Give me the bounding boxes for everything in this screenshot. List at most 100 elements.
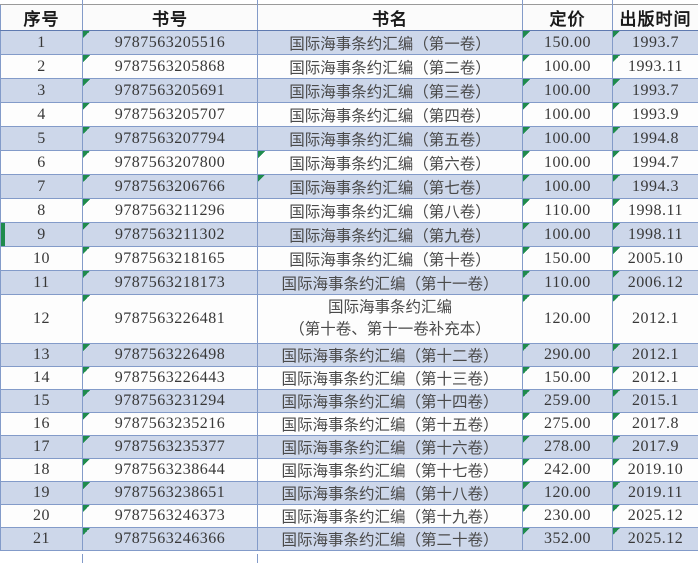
cell-no[interactable]: 20 (0, 504, 83, 528)
cell-isbn[interactable]: 9787563235216 (82, 412, 258, 436)
cell-name[interactable]: 国际海事条约汇编（第十七卷） (257, 458, 523, 482)
cell-price[interactable]: 290.00 (522, 343, 613, 367)
cell-price[interactable]: 120.00 (522, 294, 613, 344)
cell-price[interactable]: 100.00 (522, 126, 613, 151)
cell-name[interactable]: 国际海事条约汇编（第五卷） (257, 126, 523, 151)
cell-name[interactable]: 国际海事条约汇编（第九卷） (257, 222, 523, 247)
cell-date[interactable]: 2005.10 (612, 246, 698, 271)
cell-isbn[interactable]: 9787563218165 (82, 246, 258, 271)
cell-price[interactable]: 110.00 (522, 270, 613, 295)
cell-date[interactable]: 1998.11 (612, 222, 698, 247)
cell-price[interactable]: 100.00 (522, 174, 613, 199)
cell-price[interactable]: 150.00 (522, 246, 613, 271)
cell-price[interactable]: 100.00 (522, 54, 613, 79)
cell-price[interactable]: 120.00 (522, 481, 613, 505)
cell-date[interactable]: 2025.12 (612, 527, 698, 551)
cell-isbn[interactable]: 9787563238651 (82, 481, 258, 505)
cell-name[interactable]: 国际海事条约汇编（第十四卷） (257, 389, 523, 413)
cell-date[interactable]: 2012.1 (612, 366, 698, 390)
column-header-pubdate[interactable]: 出版时间 (612, 4, 698, 31)
cell-isbn[interactable]: 9787563207800 (82, 150, 258, 175)
cell-no[interactable]: 3 (0, 78, 83, 103)
cell-isbn[interactable]: 9787563207794 (82, 126, 258, 151)
cell-date[interactable]: 2006.12 (612, 270, 698, 295)
cell-isbn[interactable]: 9787563211296 (82, 198, 258, 223)
cell-no[interactable]: 11 (0, 270, 83, 295)
cell-name[interactable]: 国际海事条约汇编（第七卷） (257, 174, 523, 199)
cell-no[interactable]: 4 (0, 102, 83, 127)
column-header-title[interactable]: 书名 (257, 4, 523, 31)
cell-no[interactable]: 16 (0, 412, 83, 436)
cell-name[interactable]: 国际海事条约汇编（第十卷） (257, 246, 523, 271)
column-header-price[interactable]: 定价 (522, 4, 613, 31)
cell-no[interactable]: 15 (0, 389, 83, 413)
cell-no[interactable]: 8 (0, 198, 83, 223)
cell-date[interactable]: 2019.10 (612, 458, 698, 482)
cell-no[interactable]: 5 (0, 126, 83, 151)
cell-name[interactable]: 国际海事条约汇编（第十六卷） (257, 435, 523, 459)
cell-date[interactable]: 2015.1 (612, 389, 698, 413)
cell-isbn[interactable]: 9787563211302 (82, 222, 258, 247)
cell-no[interactable]: 6 (0, 150, 83, 175)
cell-date[interactable]: 1993.11 (612, 54, 698, 79)
cell-name[interactable]: 国际海事条约汇编（第六卷） (257, 150, 523, 175)
cell-isbn[interactable]: 9787563246373 (82, 504, 258, 528)
cell-price[interactable]: 100.00 (522, 222, 613, 247)
cell-name[interactable]: 国际海事条约汇编（第三卷） (257, 78, 523, 103)
cell-date[interactable]: 2012.1 (612, 294, 698, 344)
cell-isbn[interactable]: 9787563235377 (82, 435, 258, 459)
cell-name[interactable]: 国际海事条约汇编（第十五卷） (257, 412, 523, 436)
cell-name[interactable]: 国际海事条约汇编（第八卷） (257, 198, 523, 223)
cell-no[interactable]: 14 (0, 366, 83, 390)
cell-price[interactable]: 150.00 (522, 30, 613, 55)
cell-no[interactable]: 18 (0, 458, 83, 482)
cell-no[interactable]: 9 (0, 222, 83, 247)
cell-date[interactable]: 1994.3 (612, 174, 698, 199)
cell-price[interactable]: 100.00 (522, 150, 613, 175)
cell-no[interactable]: 2 (0, 54, 83, 79)
cell-price[interactable]: 100.00 (522, 78, 613, 103)
cell-date[interactable]: 2012.1 (612, 343, 698, 367)
cell-date[interactable]: 2019.11 (612, 481, 698, 505)
column-header-isbn[interactable]: 书号 (82, 4, 258, 31)
cell-name[interactable]: 国际海事条约汇编（第二十卷） (257, 527, 523, 551)
cell-date[interactable]: 1994.8 (612, 126, 698, 151)
cell-price[interactable]: 278.00 (522, 435, 613, 459)
cell-name[interactable]: 国际海事条约汇编（第一卷） (257, 30, 523, 55)
cell-date[interactable]: 1998.11 (612, 198, 698, 223)
cell-isbn[interactable]: 9787563206766 (82, 174, 258, 199)
column-header-index[interactable]: 序号 (0, 4, 83, 31)
cell-name[interactable]: 国际海事条约汇编（第十一卷） (257, 270, 523, 295)
cell-price[interactable]: 259.00 (522, 389, 613, 413)
cell-date[interactable]: 2017.9 (612, 435, 698, 459)
cell-price[interactable]: 352.00 (522, 527, 613, 551)
cell-name[interactable]: 国际海事条约汇编（第二卷） (257, 54, 523, 79)
cell-price[interactable]: 242.00 (522, 458, 613, 482)
cell-date[interactable]: 1993.9 (612, 102, 698, 127)
cell-isbn[interactable]: 9787563205868 (82, 54, 258, 79)
cell-date[interactable]: 1993.7 (612, 78, 698, 103)
cell-date[interactable]: 1993.7 (612, 30, 698, 55)
cell-isbn[interactable]: 9787563231294 (82, 389, 258, 413)
cell-no[interactable]: 13 (0, 343, 83, 367)
cell-price[interactable]: 150.00 (522, 366, 613, 390)
cell-name[interactable]: 国际海事条约汇编 （第十卷、第十一卷补充本） (257, 294, 523, 344)
cell-isbn[interactable]: 9787563205516 (82, 30, 258, 55)
cell-no[interactable]: 19 (0, 481, 83, 505)
cell-isbn[interactable]: 9787563205691 (82, 78, 258, 103)
cell-date[interactable]: 2025.12 (612, 504, 698, 528)
cell-price[interactable]: 110.00 (522, 198, 613, 223)
cell-price[interactable]: 275.00 (522, 412, 613, 436)
cell-name[interactable]: 国际海事条约汇编（第十九卷） (257, 504, 523, 528)
cell-no[interactable]: 1 (0, 30, 83, 55)
cell-price[interactable]: 230.00 (522, 504, 613, 528)
cell-name[interactable]: 国际海事条约汇编（第十八卷） (257, 481, 523, 505)
cell-name[interactable]: 国际海事条约汇编（第十三卷） (257, 366, 523, 390)
cell-price[interactable]: 100.00 (522, 102, 613, 127)
cell-no[interactable]: 21 (0, 527, 83, 551)
cell-isbn[interactable]: 9787563205707 (82, 102, 258, 127)
cell-isbn[interactable]: 9787563226443 (82, 366, 258, 390)
cell-name[interactable]: 国际海事条约汇编（第十二卷） (257, 343, 523, 367)
cell-no[interactable]: 7 (0, 174, 83, 199)
cell-no[interactable]: 10 (0, 246, 83, 271)
